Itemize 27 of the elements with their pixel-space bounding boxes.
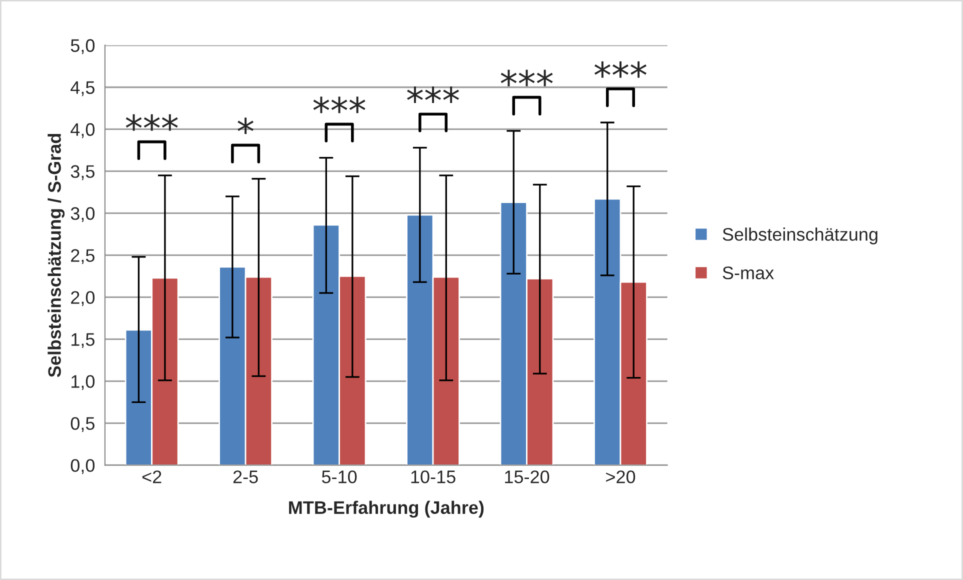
annotation: *** (500, 70, 553, 86)
annotation: * (238, 118, 254, 134)
y-tick-label: 0,0 (70, 459, 95, 474)
y-tick-label: 1,0 (72, 375, 95, 390)
legend-label: S-max (722, 266, 774, 280)
annotation: *** (594, 61, 646, 78)
y-tick-label: 4,0 (70, 123, 95, 138)
annotation: *** (407, 86, 460, 103)
x-tick-label: >20 (606, 470, 636, 484)
x-tick-label: 10-15 (411, 470, 456, 484)
annotation: *** (126, 114, 178, 131)
x-tick-label: 2-5 (233, 470, 258, 484)
x-axis-title: MTB-Erfahrung (Jahre) (289, 500, 484, 518)
y-tick-label: 2,0 (71, 291, 95, 306)
y-tick-label: 4,5 (70, 81, 94, 96)
annotation: *** (313, 96, 366, 114)
legend-label: Selbsteinschätzung (722, 228, 878, 244)
y-tick-label: 0,5 (70, 417, 94, 432)
y-tick-label: 1,5 (72, 333, 94, 348)
y-tick-label: 3,0 (70, 207, 95, 222)
y-tick-label: 3,5 (70, 165, 94, 180)
x-tick-label: 5-10 (322, 470, 357, 484)
y-tick-label: 5,0 (70, 39, 95, 54)
y-tick-label: 2,5 (71, 249, 94, 264)
x-tick-label: 15-20 (505, 470, 550, 484)
y-axis-title: Selbsteinschätzung / S-Grad (48, 134, 65, 378)
x-tick-label: <2 (142, 470, 162, 484)
